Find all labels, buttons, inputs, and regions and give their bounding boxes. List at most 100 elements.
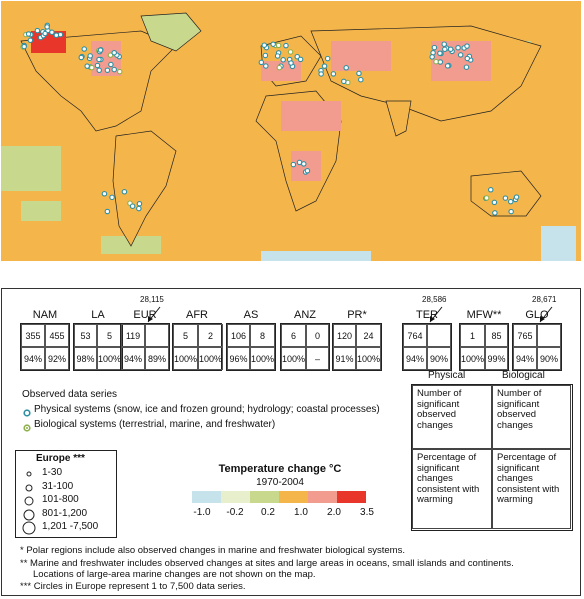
observation-dot	[318, 71, 324, 77]
observation-dot	[304, 168, 311, 174]
observation-dot	[121, 189, 128, 195]
region-cell: 764	[403, 324, 427, 347]
observation-dot	[487, 187, 494, 193]
neutral-patch	[1, 146, 61, 191]
region-cell: 106	[227, 324, 250, 347]
observation-dot	[109, 194, 115, 201]
observation-dot	[356, 70, 362, 77]
legend-title: Observed data series	[22, 389, 118, 400]
observation-dot	[343, 65, 349, 71]
callout-arrow	[429, 306, 443, 323]
south-america	[112, 130, 177, 247]
region-eur: EUR 119 94% 89% 28,115	[120, 295, 170, 371]
cool-patch	[541, 226, 576, 266]
observation-dot	[508, 208, 514, 215]
footnote-1: * Polar regions include also observed ch…	[20, 545, 405, 556]
observation-dot	[89, 64, 95, 71]
explanation-header-biological: Biological	[502, 370, 545, 381]
observation-dot	[294, 53, 300, 60]
explanation-header-physical: Physical	[428, 370, 466, 381]
region-cell: 53	[74, 324, 97, 347]
region-label: AFR	[186, 309, 208, 321]
observation-dot	[108, 61, 114, 68]
observation-dot	[42, 30, 48, 37]
europe-size-circle	[22, 521, 36, 540]
europe-size-circle	[22, 467, 36, 486]
europe-size-label: 101-800	[42, 494, 79, 505]
region-as: AS 106 8 96% 100%	[226, 309, 276, 371]
footnote-2b: Locations of large-area marine changes a…	[33, 569, 316, 580]
observation-dot	[87, 53, 93, 59]
observation-dot	[358, 76, 364, 83]
temperature-swatch	[192, 491, 221, 503]
temperature-tick: 1.0	[294, 507, 308, 518]
region-label: PR*	[347, 309, 367, 321]
observation-dot	[111, 49, 117, 56]
physical-dot-icon	[22, 405, 32, 417]
observation-dot	[96, 56, 102, 63]
observation-dot	[321, 63, 328, 69]
observation-dot	[324, 55, 331, 62]
region-glo: GLO 765 94% 90% 28,671	[512, 295, 562, 371]
region-cell: 96%	[227, 347, 250, 370]
observation-dot	[274, 53, 281, 59]
observation-dot	[81, 46, 88, 52]
observation-dot	[429, 54, 435, 60]
observation-dot	[463, 64, 470, 70]
region-cell: 85	[485, 324, 508, 347]
observation-dot	[502, 195, 509, 201]
region-la: LA 53 5 98% 100%	[73, 309, 123, 371]
europe-size-label: 31-100	[42, 480, 74, 492]
region-nam: NAM 355 455 94% 92%	[20, 309, 70, 371]
region-cell	[427, 324, 451, 347]
observation-dot	[431, 44, 438, 51]
region-cell: 119	[121, 324, 145, 347]
temperature-swatch	[250, 491, 279, 503]
region-cell: 99%	[485, 347, 508, 370]
region-afr: AFR 5 2 100% 100%	[172, 309, 224, 371]
south-asia	[385, 100, 412, 137]
observation-dot	[97, 47, 104, 53]
region-cell: 455	[45, 324, 69, 347]
temperature-swatch	[308, 491, 337, 503]
observation-dot	[457, 52, 464, 58]
observation-dot	[84, 63, 90, 69]
region-cell: 100%	[281, 347, 307, 370]
observation-dot	[437, 50, 443, 57]
region-pr: PR* 120 24 91% 100%	[332, 309, 382, 371]
observation-dot	[464, 43, 470, 49]
observation-dot	[270, 41, 276, 47]
temperature-color-bar	[190, 490, 370, 504]
temperature-swatch	[221, 491, 250, 503]
observation-dot	[116, 68, 123, 75]
europe-size-circle	[22, 481, 36, 500]
region-cell: 8	[249, 324, 275, 347]
world-map	[1, 1, 581, 289]
explanation-top-left: Number of significant observed changes	[412, 385, 492, 449]
observation-dot	[27, 37, 34, 44]
observation-dot	[25, 31, 32, 37]
observation-dot	[464, 55, 471, 62]
observation-dot	[513, 194, 520, 200]
region-cell: 100%	[249, 347, 275, 370]
observation-dot	[129, 203, 136, 209]
temperature-swatch	[279, 491, 308, 503]
region-cell: 94%	[513, 347, 537, 370]
observation-dot	[330, 71, 337, 77]
temperature-tick: 3.5	[360, 507, 374, 518]
region-mfw: MFW** 1 85 100% 99%	[459, 309, 509, 371]
region-label: MFW**	[466, 309, 502, 321]
observation-dot	[107, 52, 114, 58]
observation-dot	[507, 198, 514, 205]
observation-dots	[20, 22, 520, 216]
region-cell: 100%	[173, 347, 199, 370]
region-cell: 94%	[403, 347, 427, 370]
observation-dot	[94, 62, 101, 69]
europe-size-circle	[22, 494, 36, 513]
observation-dot	[447, 46, 454, 52]
temperature-swatch	[337, 491, 366, 503]
australia	[470, 170, 542, 217]
legend-biological: Biological systems (terrestrial, marine,…	[34, 419, 276, 430]
map-svg	[1, 1, 581, 288]
observation-dot	[261, 42, 268, 48]
